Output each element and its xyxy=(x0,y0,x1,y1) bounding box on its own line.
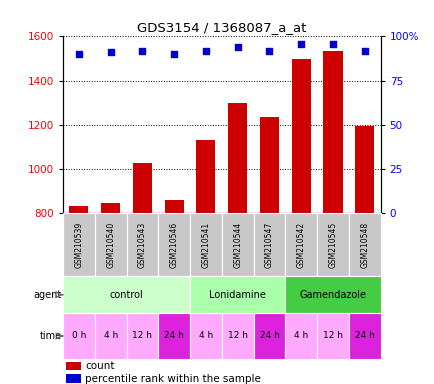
Bar xyxy=(158,313,190,359)
Point xyxy=(297,40,304,46)
Bar xyxy=(221,213,253,276)
Text: GSM210545: GSM210545 xyxy=(328,222,337,268)
Bar xyxy=(316,213,348,276)
Text: GSM210541: GSM210541 xyxy=(201,222,210,268)
Bar xyxy=(95,213,126,276)
Bar xyxy=(101,203,120,213)
Bar xyxy=(285,276,380,313)
Text: 24 h: 24 h xyxy=(164,331,184,341)
Bar xyxy=(66,374,80,383)
Text: GSM210544: GSM210544 xyxy=(233,222,242,268)
Bar xyxy=(355,126,373,213)
Text: 4 h: 4 h xyxy=(198,331,213,341)
Bar xyxy=(260,117,278,213)
Text: percentile rank within the sample: percentile rank within the sample xyxy=(85,374,260,384)
Title: GDS3154 / 1368087_a_at: GDS3154 / 1368087_a_at xyxy=(137,21,306,34)
Text: 12 h: 12 h xyxy=(132,331,152,341)
Point xyxy=(360,48,367,54)
Bar xyxy=(95,313,126,359)
Text: 12 h: 12 h xyxy=(227,331,247,341)
Bar xyxy=(221,313,253,359)
Text: count: count xyxy=(85,361,115,371)
Point xyxy=(107,49,114,55)
Text: Lonidamine: Lonidamine xyxy=(209,290,266,300)
Text: time: time xyxy=(39,331,61,341)
Text: 24 h: 24 h xyxy=(259,331,279,341)
Bar xyxy=(164,200,183,213)
Bar xyxy=(228,103,247,213)
Point xyxy=(329,40,336,46)
Point xyxy=(202,48,209,54)
Bar xyxy=(316,313,348,359)
Bar xyxy=(133,164,151,213)
Bar xyxy=(190,276,285,313)
Bar xyxy=(291,59,310,213)
Text: agent: agent xyxy=(33,290,61,300)
Bar xyxy=(285,213,316,276)
Bar xyxy=(126,313,158,359)
Bar xyxy=(63,313,95,359)
Text: GSM210543: GSM210543 xyxy=(138,222,147,268)
Text: GSM210548: GSM210548 xyxy=(359,222,368,268)
Bar xyxy=(190,213,221,276)
Text: 0 h: 0 h xyxy=(72,331,86,341)
Text: 12 h: 12 h xyxy=(322,331,342,341)
Point xyxy=(266,48,273,54)
Bar xyxy=(348,313,380,359)
Text: GSM210542: GSM210542 xyxy=(296,222,305,268)
Bar xyxy=(285,313,316,359)
Text: GSM210540: GSM210540 xyxy=(106,222,115,268)
Bar xyxy=(63,213,95,276)
Text: control: control xyxy=(109,290,143,300)
Bar xyxy=(190,313,221,359)
Text: 24 h: 24 h xyxy=(354,331,374,341)
Point xyxy=(139,48,146,54)
Bar xyxy=(253,313,285,359)
Bar xyxy=(158,213,190,276)
Point xyxy=(233,44,240,50)
Bar xyxy=(126,213,158,276)
Point xyxy=(170,51,178,57)
Text: 4 h: 4 h xyxy=(103,331,118,341)
Bar xyxy=(63,276,190,313)
Text: GSM210546: GSM210546 xyxy=(169,222,178,268)
Text: 4 h: 4 h xyxy=(293,331,308,341)
Text: Gamendazole: Gamendazole xyxy=(299,290,366,300)
Bar xyxy=(323,51,342,213)
Bar xyxy=(253,213,285,276)
Point xyxy=(76,51,82,57)
Text: GSM210547: GSM210547 xyxy=(264,222,273,268)
Bar xyxy=(196,140,215,213)
Bar xyxy=(66,362,80,370)
Bar xyxy=(69,207,88,213)
Text: GSM210539: GSM210539 xyxy=(74,222,83,268)
Bar xyxy=(348,213,380,276)
